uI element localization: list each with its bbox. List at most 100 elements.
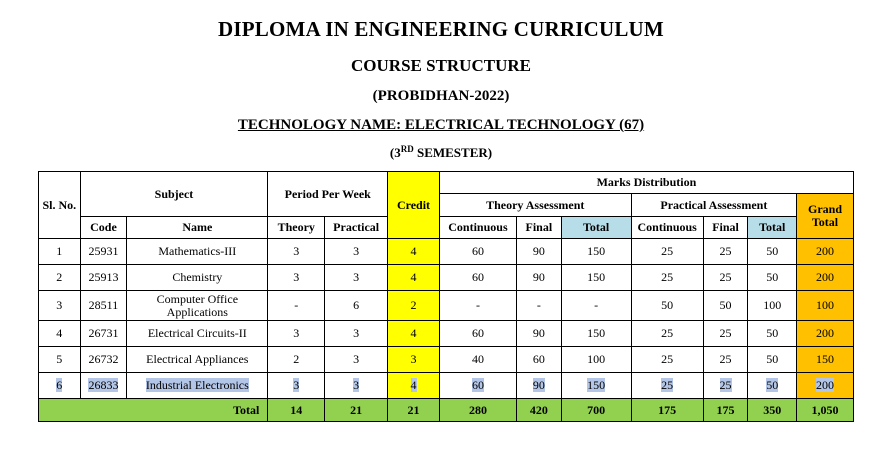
code-cell: 25931	[79, 238, 128, 265]
practical-final-cell: 25	[702, 264, 749, 291]
theory-cell: 2	[267, 346, 326, 373]
header-practical-final: Final	[702, 216, 749, 239]
practical-final-cell: 50	[702, 290, 749, 321]
table-row: 5 26732 Electrical Appliances 2 3 3 40 6…	[38, 346, 854, 373]
total-theory: 14	[267, 398, 326, 422]
practical-cell: 3	[324, 238, 389, 265]
course-structure-table: Sl. No. Subject Period Per Week Credit M…	[37, 171, 855, 422]
sl-cell: 4	[38, 320, 81, 347]
theory-final-cell: 90	[516, 264, 562, 291]
total-theory-continuous: 280	[438, 398, 518, 422]
table-row-selected[interactable]: 6 26833 Industrial Electronics 3 3 4 60 …	[38, 372, 854, 399]
credit-cell: 4	[387, 320, 440, 347]
practical-continuous-cell: 25	[630, 346, 704, 373]
practical-total-cell: 50	[747, 372, 798, 399]
technology-name: TECHNOLOGY NAME: ELECTRICAL TECHNOLOGY (…	[237, 117, 645, 133]
practical-final-cell: 25	[702, 320, 749, 347]
practical-final-cell: 25	[702, 346, 749, 373]
practical-total-cell: 50	[747, 264, 798, 291]
header-practical-total: Total	[747, 216, 798, 239]
total-practical-final: 175	[702, 398, 749, 422]
grand-total-cell: 200	[796, 238, 854, 265]
header-sl-no: Sl. No.	[38, 171, 81, 239]
header-credit: Credit	[387, 171, 440, 239]
total-theory-total: 700	[560, 398, 632, 422]
header-code: Code	[79, 216, 128, 239]
theory-continuous-cell: -	[438, 290, 518, 321]
practical-final-cell: 25	[702, 372, 749, 399]
theory-final-cell: 60	[516, 346, 562, 373]
header-marks-distribution: Marks Distribution	[438, 171, 855, 194]
practical-continuous-cell: 25	[630, 264, 704, 291]
document-subtitle: COURSE STRUCTURE	[351, 56, 531, 75]
theory-total-cell: 150	[560, 238, 632, 265]
header-theory-total: Total	[560, 216, 632, 239]
code-cell: 25913	[79, 264, 128, 291]
theory-cell: -	[267, 290, 326, 321]
practical-cell: 6	[324, 290, 389, 321]
theory-continuous-cell: 60	[438, 264, 518, 291]
header-practical-assessment: Practical Assessment	[630, 193, 798, 217]
theory-continuous-cell: 60	[438, 238, 518, 265]
totals-label: Total	[37, 398, 269, 422]
theory-total-cell: 150	[560, 320, 632, 347]
grand-total-cell: 150	[796, 346, 854, 373]
sl-cell: 5	[38, 346, 81, 373]
total-practical: 21	[324, 398, 389, 422]
name-cell: Mathematics-III	[126, 238, 269, 265]
name-cell: Chemistry	[126, 264, 269, 291]
practical-total-cell: 50	[747, 320, 798, 347]
name-cell: Electrical Appliances	[126, 346, 269, 373]
theory-continuous-cell: 60	[438, 372, 518, 399]
total-grand: 1,050	[796, 398, 854, 422]
table-row: 1 25931 Mathematics-III 3 3 4 60 90 150 …	[38, 238, 854, 265]
practical-final-cell: 25	[702, 238, 749, 265]
sl-cell: 1	[38, 238, 81, 265]
practical-cell: 3	[324, 264, 389, 291]
theory-continuous-cell: 40	[438, 346, 518, 373]
semester-label: (3RD SEMESTER)	[389, 144, 493, 161]
table-row: 4 26731 Electrical Circuits-II 3 3 4 60 …	[38, 320, 854, 347]
edition-label: (PROBIDHAN-2022)	[372, 88, 510, 104]
practical-total-cell: 100	[747, 290, 798, 321]
grand-total-cell: 200	[796, 372, 854, 399]
name-cell: Computer Office Applications	[126, 290, 269, 321]
header-theory: Theory	[267, 216, 326, 239]
header-grand-total: Grand Total	[796, 193, 854, 239]
theory-cell: 3	[267, 264, 326, 291]
theory-total-cell: -	[560, 290, 632, 321]
total-credit: 21	[387, 398, 440, 422]
document-title: DIPLOMA IN ENGINEERING CURRICULUM	[218, 17, 664, 41]
grand-total-cell: 200	[796, 320, 854, 347]
practical-cell: 3	[324, 372, 389, 399]
practical-continuous-cell: 25	[630, 320, 704, 347]
total-practical-total: 350	[747, 398, 798, 422]
theory-cell: 3	[267, 238, 326, 265]
practical-continuous-cell: 50	[630, 290, 704, 321]
theory-final-cell: -	[516, 290, 562, 321]
header-name: Name	[126, 216, 269, 239]
theory-cell: 3	[267, 320, 326, 347]
code-cell: 28511	[79, 290, 128, 321]
name-cell: Industrial Electronics	[126, 372, 269, 399]
table-row: 2 25913 Chemistry 3 3 4 60 90 150 25 25 …	[38, 264, 854, 291]
code-cell: 26731	[79, 320, 128, 347]
total-theory-final: 420	[516, 398, 562, 422]
header-subject: Subject	[79, 171, 269, 217]
credit-cell: 4	[387, 264, 440, 291]
grand-total-cell: 200	[796, 264, 854, 291]
sl-cell: 3	[38, 290, 81, 321]
credit-cell: 2	[387, 290, 440, 321]
practical-continuous-cell: 25	[630, 372, 704, 399]
practical-cell: 3	[324, 320, 389, 347]
practical-total-cell: 50	[747, 238, 798, 265]
credit-cell: 3	[387, 346, 440, 373]
code-cell: 26833	[79, 372, 128, 399]
header-theory-assessment: Theory Assessment	[438, 193, 632, 217]
practical-continuous-cell: 25	[630, 238, 704, 265]
theory-total-cell: 150	[560, 372, 632, 399]
header-period-per-week: Period Per Week	[267, 171, 389, 217]
theory-continuous-cell: 60	[438, 320, 518, 347]
grand-total-cell: 100	[796, 290, 854, 321]
practical-total-cell: 50	[747, 346, 798, 373]
